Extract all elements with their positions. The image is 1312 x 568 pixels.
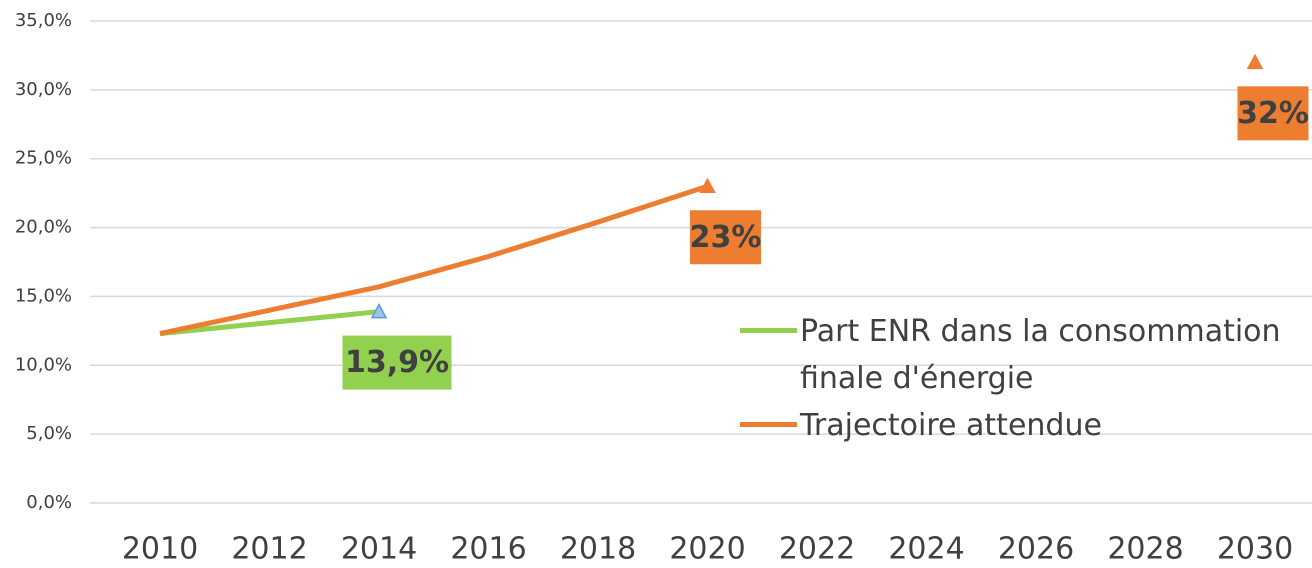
x-tick-label: 2012 (231, 532, 307, 567)
x-tick-label: 2030 (1217, 532, 1293, 567)
x-tick-label: 2014 (341, 532, 417, 567)
data-label-box (1237, 86, 1309, 141)
marker (1246, 53, 1264, 70)
legend: Part ENR dans la consommation finale d'é… (740, 308, 1300, 449)
y-tick-label: 10,0% (15, 354, 72, 375)
x-tick-label: 2010 (122, 532, 198, 567)
data-label: 13,9% (345, 345, 449, 380)
x-tick-label: 2018 (560, 532, 636, 567)
y-tick-label: 0,0% (26, 492, 72, 513)
data-label: 32% (1237, 96, 1309, 131)
y-tick-label: 5,0% (26, 423, 72, 444)
y-tick-label: 35,0% (15, 10, 72, 31)
x-tick-label: 2026 (998, 532, 1074, 567)
data-label-box (690, 210, 761, 265)
legend-label: Trajectoire attendue (800, 408, 1102, 443)
x-tick-label: 2022 (779, 532, 855, 567)
marker (699, 177, 716, 194)
x-tick-label: 2024 (888, 532, 964, 567)
y-tick-label: 25,0% (15, 148, 72, 169)
data-label: 23% (690, 220, 762, 255)
y-tick-label: 20,0% (15, 217, 72, 238)
series-line (159, 183, 709, 337)
x-tick-label: 2020 (669, 532, 745, 567)
x-tick-label: 2028 (1107, 532, 1183, 567)
data-label-box (342, 335, 452, 390)
series-line (159, 309, 380, 337)
legend-label: Part ENR dans la consommation finale d'é… (800, 314, 1281, 396)
x-tick-label: 2016 (450, 532, 526, 567)
y-tick-label: 30,0% (15, 79, 72, 100)
y-tick-label: 15,0% (15, 285, 72, 306)
legend-swatch (740, 422, 797, 427)
legend-swatch (740, 328, 797, 333)
legend-item: Trajectoire attendue (740, 402, 1300, 449)
marker (370, 302, 388, 319)
legend-item: Part ENR dans la consommation finale d'é… (740, 308, 1300, 402)
